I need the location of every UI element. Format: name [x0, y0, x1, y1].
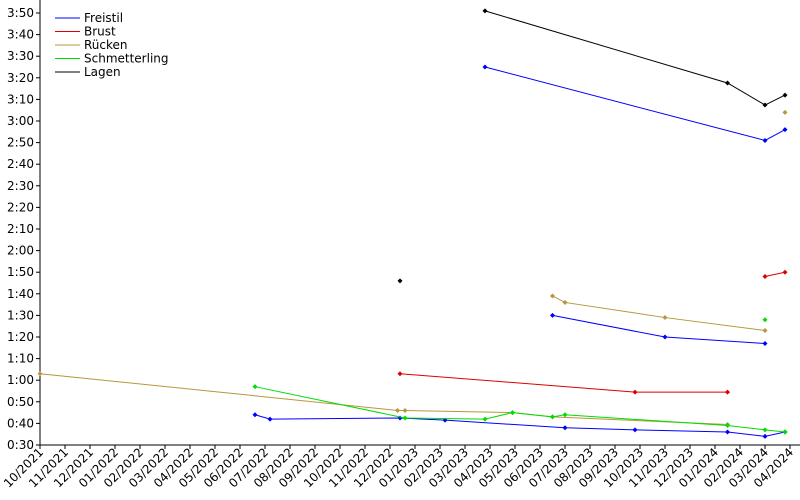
point-marker — [762, 274, 768, 280]
point-marker — [252, 384, 258, 390]
point-marker — [782, 127, 788, 133]
y-tick-label: 3:30 — [7, 49, 34, 63]
point-marker — [402, 407, 408, 413]
legend-label: Brust — [84, 25, 116, 39]
point-marker — [37, 371, 43, 377]
point-marker — [397, 278, 403, 284]
point-marker — [562, 412, 568, 418]
series-line — [552, 314, 766, 344]
y-tick-label: 1:00 — [7, 373, 34, 387]
point-marker — [662, 315, 668, 321]
point-marker — [725, 429, 730, 435]
y-tick-label: 2:00 — [7, 244, 34, 258]
y-tick-label: 0:40 — [7, 416, 34, 430]
legend-label: Freistil — [84, 11, 123, 25]
point-marker — [725, 423, 730, 429]
series-line — [399, 373, 728, 393]
y-tick-label: 2:50 — [7, 136, 34, 150]
point-marker — [762, 102, 768, 108]
point-marker — [550, 293, 555, 299]
point-marker — [482, 64, 488, 70]
point-marker — [562, 299, 568, 305]
y-tick-label: 2:10 — [7, 222, 34, 236]
point-marker — [482, 8, 488, 14]
point-marker — [725, 80, 730, 86]
y-tick-label: 2:20 — [7, 200, 34, 214]
legend-label: Rücken — [84, 38, 128, 52]
y-tick-label: 1:40 — [7, 287, 34, 301]
point-marker — [782, 269, 788, 275]
legend-label: Lagen — [84, 65, 121, 79]
point-marker — [550, 414, 555, 420]
y-tick-label: 1:10 — [7, 352, 34, 366]
point-marker — [662, 334, 668, 340]
y-tick-label: 1:50 — [7, 265, 34, 279]
y-tick-label: 3:20 — [7, 71, 34, 85]
point-marker — [725, 389, 730, 395]
point-marker — [510, 410, 515, 416]
point-marker — [632, 389, 638, 395]
series-line — [764, 271, 786, 278]
y-tick-label: 1:20 — [7, 330, 34, 344]
y-tick-label: 3:00 — [7, 114, 34, 128]
y-tick-label: 0:30 — [7, 438, 34, 452]
point-marker — [267, 416, 273, 422]
y-tick-label: 0:50 — [7, 395, 34, 409]
point-marker — [562, 425, 568, 431]
point-marker — [762, 433, 768, 439]
y-tick-label: 3:10 — [7, 92, 34, 106]
point-marker — [397, 371, 403, 377]
point-marker — [762, 427, 768, 433]
series-line — [484, 66, 786, 141]
legend-label: Schmetterling — [84, 52, 169, 66]
y-tick-label: 2:40 — [7, 157, 34, 171]
point-marker — [782, 429, 788, 435]
series-line — [39, 373, 728, 425]
point-marker — [632, 427, 638, 433]
point-marker — [762, 340, 768, 346]
point-marker — [252, 412, 258, 418]
point-marker — [762, 317, 768, 323]
y-tick-label: 2:30 — [7, 179, 34, 193]
point-marker — [402, 415, 408, 421]
series-line — [552, 295, 766, 332]
point-marker — [395, 407, 400, 413]
point-marker — [782, 92, 788, 98]
point-marker — [550, 312, 555, 318]
series-line — [254, 414, 786, 437]
point-marker — [762, 328, 768, 334]
point-marker — [782, 109, 788, 115]
y-tick-label: 3:50 — [7, 6, 34, 20]
point-marker — [482, 416, 488, 422]
y-tick-label: 1:30 — [7, 308, 34, 322]
series-line — [484, 10, 786, 106]
point-marker — [762, 137, 768, 143]
y-tick-label: 3:40 — [7, 28, 34, 42]
